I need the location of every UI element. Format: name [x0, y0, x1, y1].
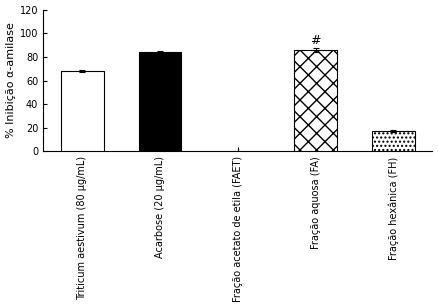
- Text: #: #: [310, 34, 321, 47]
- Bar: [61, 71, 103, 152]
- Bar: [294, 50, 337, 152]
- Bar: [372, 131, 415, 152]
- Bar: [138, 52, 181, 152]
- Y-axis label: % Inibição α-amilase: % Inibição α-amilase: [6, 22, 16, 138]
